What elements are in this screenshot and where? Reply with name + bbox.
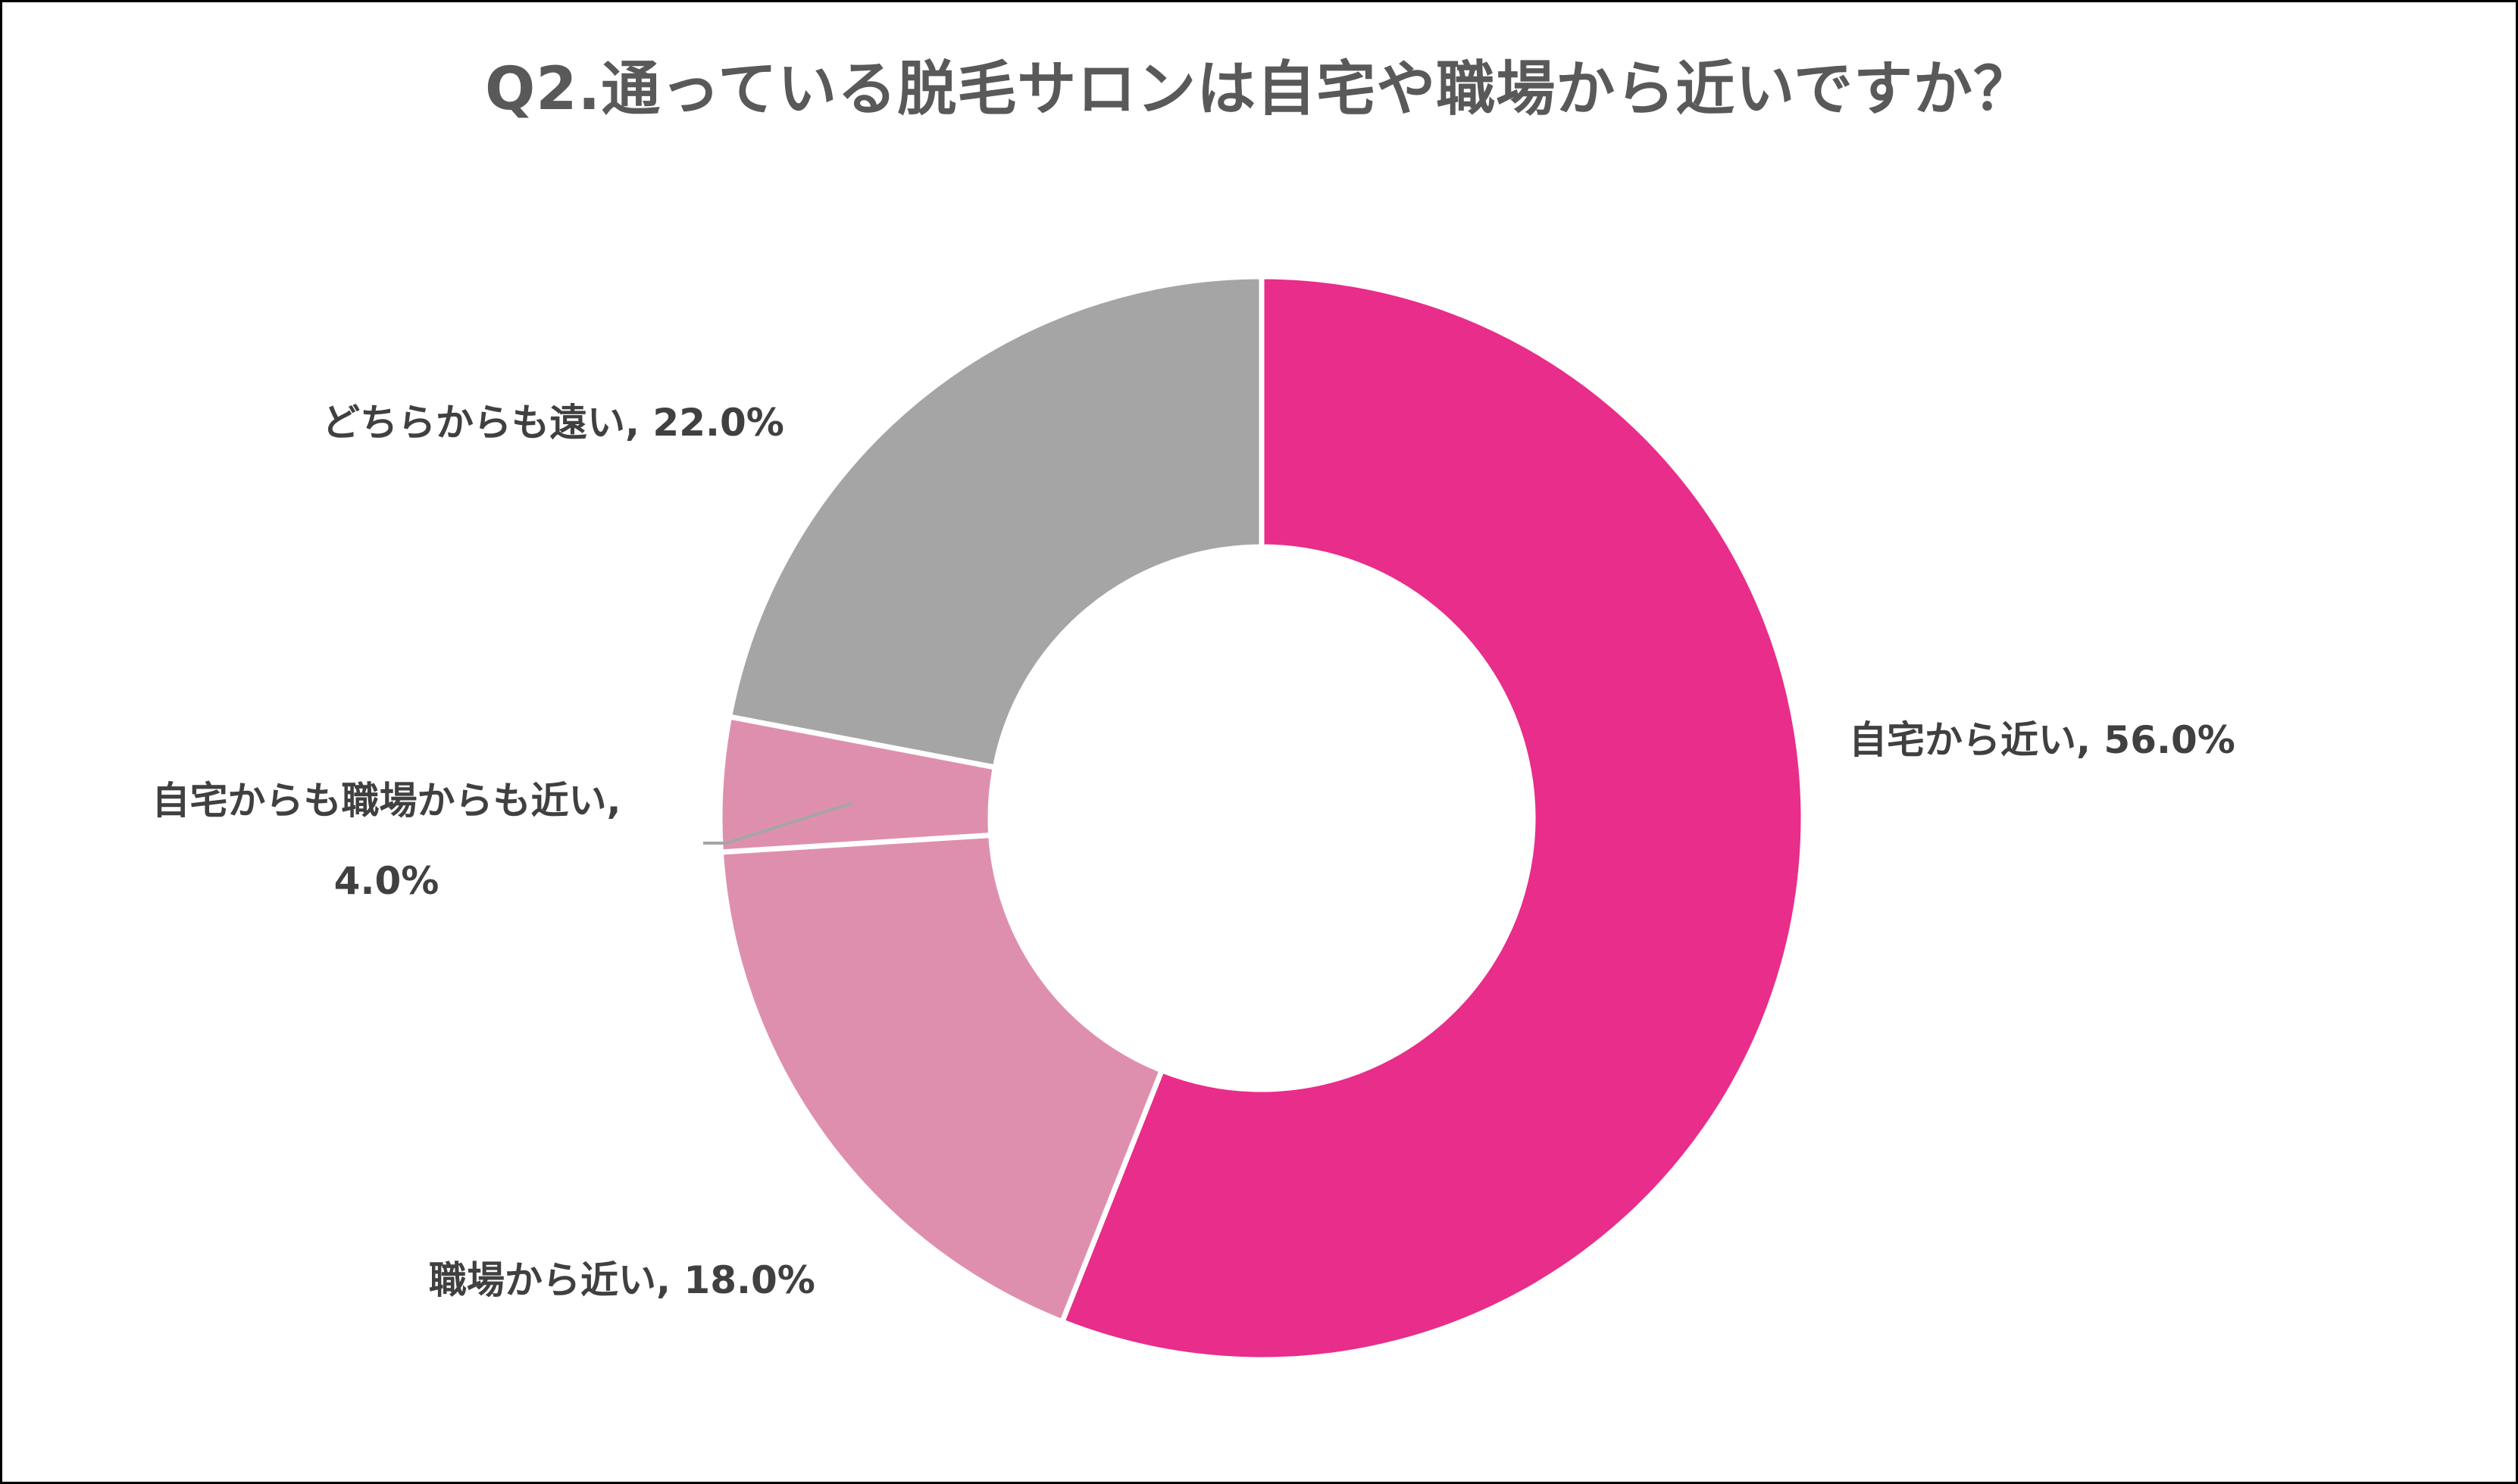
label-both-far: どちらからも遠い, 22.0% bbox=[322, 401, 784, 445]
donut-slices bbox=[717, 273, 1806, 1363]
label-both-near-value: 4.0% bbox=[333, 859, 439, 903]
label-both-near: 自宅からも職場からも近い, 4.0% bbox=[121, 782, 652, 900]
label-home-near: 自宅から近い, 56.0% bbox=[1849, 718, 2235, 762]
label-both-near-name: 自宅からも職場からも近い, bbox=[152, 779, 621, 823]
chart-title: Q2.通っている脱毛サロンは自宅や職場から近いですか？ bbox=[485, 55, 2033, 123]
label-work-near: 職場から近い, 18.0% bbox=[429, 1258, 815, 1302]
leader-line-both-near bbox=[703, 801, 853, 845]
slice-both-far bbox=[726, 273, 1265, 771]
slice-home-near bbox=[1059, 273, 1806, 1363]
slice-work-near bbox=[718, 832, 1165, 1326]
